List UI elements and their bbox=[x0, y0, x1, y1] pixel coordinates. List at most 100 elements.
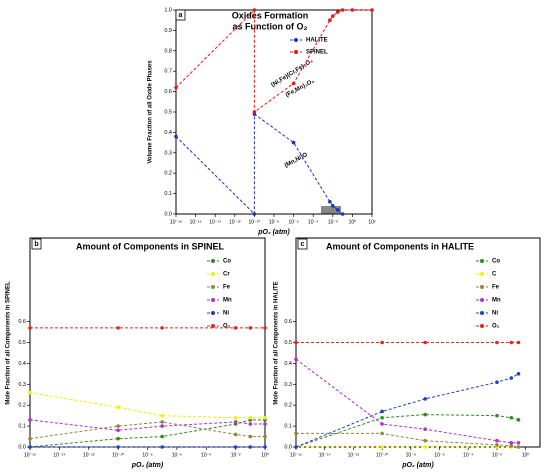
data-point bbox=[328, 199, 332, 204]
data-point bbox=[174, 134, 178, 139]
data-point bbox=[248, 415, 253, 420]
x-axis-label: pO₂ (atm) bbox=[401, 462, 434, 469]
x-tick-label: 10⁰ bbox=[349, 219, 357, 225]
data-point bbox=[233, 326, 238, 330]
legend-label: SPINEL bbox=[306, 50, 328, 56]
legend-label: O₂ bbox=[492, 324, 500, 330]
data-point bbox=[252, 110, 257, 114]
data-point bbox=[263, 326, 267, 330]
data-point bbox=[380, 422, 384, 426]
x-tick-label: 10⁻⁸ bbox=[269, 219, 279, 225]
data-point bbox=[423, 412, 427, 417]
x-tick-label: 10⁻² bbox=[328, 219, 338, 225]
data-point bbox=[380, 445, 384, 449]
data-point bbox=[263, 445, 267, 449]
y-tick-label: 0.8 bbox=[164, 48, 172, 54]
x-tick-label: 10⁻¹⁰ bbox=[376, 452, 388, 458]
x-tick-label: 10⁻⁶ bbox=[172, 452, 182, 458]
legend-marker bbox=[211, 311, 215, 315]
legend-label: HALITE bbox=[306, 38, 328, 44]
panel-label-box bbox=[297, 238, 308, 250]
data-point bbox=[160, 434, 164, 439]
data-point bbox=[233, 420, 238, 424]
data-point bbox=[335, 10, 340, 14]
data-point bbox=[294, 340, 298, 345]
legend-marker bbox=[211, 272, 215, 276]
data-point bbox=[380, 415, 384, 420]
y-tick-label: 0.4 bbox=[18, 361, 26, 367]
data-point bbox=[160, 413, 164, 418]
data-point bbox=[160, 424, 164, 428]
data-point bbox=[495, 438, 499, 443]
x-tick-label: 10⁻² bbox=[492, 452, 502, 458]
legend-marker bbox=[480, 324, 484, 328]
data-point bbox=[291, 81, 296, 86]
data-point bbox=[380, 431, 384, 436]
panel-label: a bbox=[179, 12, 183, 19]
data-point bbox=[291, 140, 296, 145]
legend-label: Mn bbox=[223, 298, 232, 304]
legend-label: Ni bbox=[492, 311, 498, 317]
x-tick-label: 10⁻¹⁴ bbox=[209, 219, 221, 225]
data-point bbox=[233, 432, 238, 437]
data-point bbox=[423, 340, 427, 345]
data-point bbox=[294, 445, 298, 449]
y-axis-label: Volume Fraction of all Oxide Phases bbox=[148, 60, 154, 164]
data-point bbox=[516, 445, 521, 449]
data-point bbox=[509, 441, 514, 445]
y-tick-label: 0.5 bbox=[18, 340, 26, 346]
x-tick-label: 10⁻⁴ bbox=[463, 452, 473, 458]
x-tick-label: 10⁻² bbox=[231, 452, 241, 458]
legend-marker bbox=[480, 311, 484, 315]
data-point bbox=[248, 445, 253, 449]
y-tick-label: 0.0 bbox=[284, 444, 292, 450]
x-axis-label: pO₂ (atm) bbox=[131, 462, 164, 469]
legend-marker bbox=[480, 285, 484, 289]
chart-title: Amount of Components in HALITE bbox=[326, 241, 474, 251]
x-tick-label: 10⁻¹⁰ bbox=[248, 219, 260, 225]
chart-title: Oxides Formation bbox=[232, 10, 309, 20]
y-tick-label: 0.1 bbox=[164, 191, 172, 197]
y-tick-label: 0.0 bbox=[164, 211, 172, 217]
y-tick-label: 0.3 bbox=[18, 382, 26, 388]
y-tick-label: 0.9 bbox=[164, 28, 172, 34]
x-tick-label: 10⁻¹⁰ bbox=[112, 452, 124, 458]
data-point bbox=[516, 372, 521, 376]
series-line bbox=[295, 373, 519, 448]
data-point bbox=[380, 409, 384, 414]
data-point bbox=[263, 434, 267, 439]
data-point bbox=[495, 380, 499, 385]
data-point bbox=[160, 326, 164, 330]
legend-label: C bbox=[492, 272, 497, 278]
y-tick-label: 0.1 bbox=[18, 424, 26, 430]
x-axis-label: pO₂ (atm) bbox=[257, 229, 290, 236]
series-line bbox=[29, 392, 265, 419]
data-point bbox=[509, 376, 514, 380]
data-point bbox=[248, 326, 253, 330]
data-point bbox=[495, 413, 499, 418]
data-point bbox=[252, 212, 257, 216]
y-tick-label: 1.0 bbox=[164, 7, 172, 13]
data-point bbox=[233, 415, 238, 420]
x-tick-label: 10⁻⁸ bbox=[142, 452, 152, 458]
x-tick-label: 10⁻¹⁴ bbox=[53, 452, 65, 458]
data-point bbox=[340, 8, 345, 12]
data-point bbox=[495, 340, 499, 345]
data-point bbox=[294, 357, 298, 362]
legend-label: Mn bbox=[492, 298, 501, 304]
x-tick-label: 10⁻⁴ bbox=[201, 452, 211, 458]
y-axis-label: Mole Fraction of all Components in SPINE… bbox=[6, 281, 12, 405]
data-point bbox=[516, 418, 521, 422]
data-point bbox=[28, 390, 32, 395]
data-point bbox=[252, 8, 257, 12]
chart-title: Amount of Components in SPINEL bbox=[76, 241, 224, 251]
data-point bbox=[233, 445, 238, 449]
legend-marker bbox=[294, 50, 298, 54]
y-tick-label: 0.3 bbox=[164, 150, 172, 156]
data-point bbox=[263, 422, 267, 426]
data-point bbox=[28, 326, 32, 330]
x-tick-label: 10⁻¹⁸ bbox=[170, 219, 182, 225]
data-point bbox=[248, 422, 253, 426]
y-tick-label: 0.5 bbox=[284, 340, 292, 346]
